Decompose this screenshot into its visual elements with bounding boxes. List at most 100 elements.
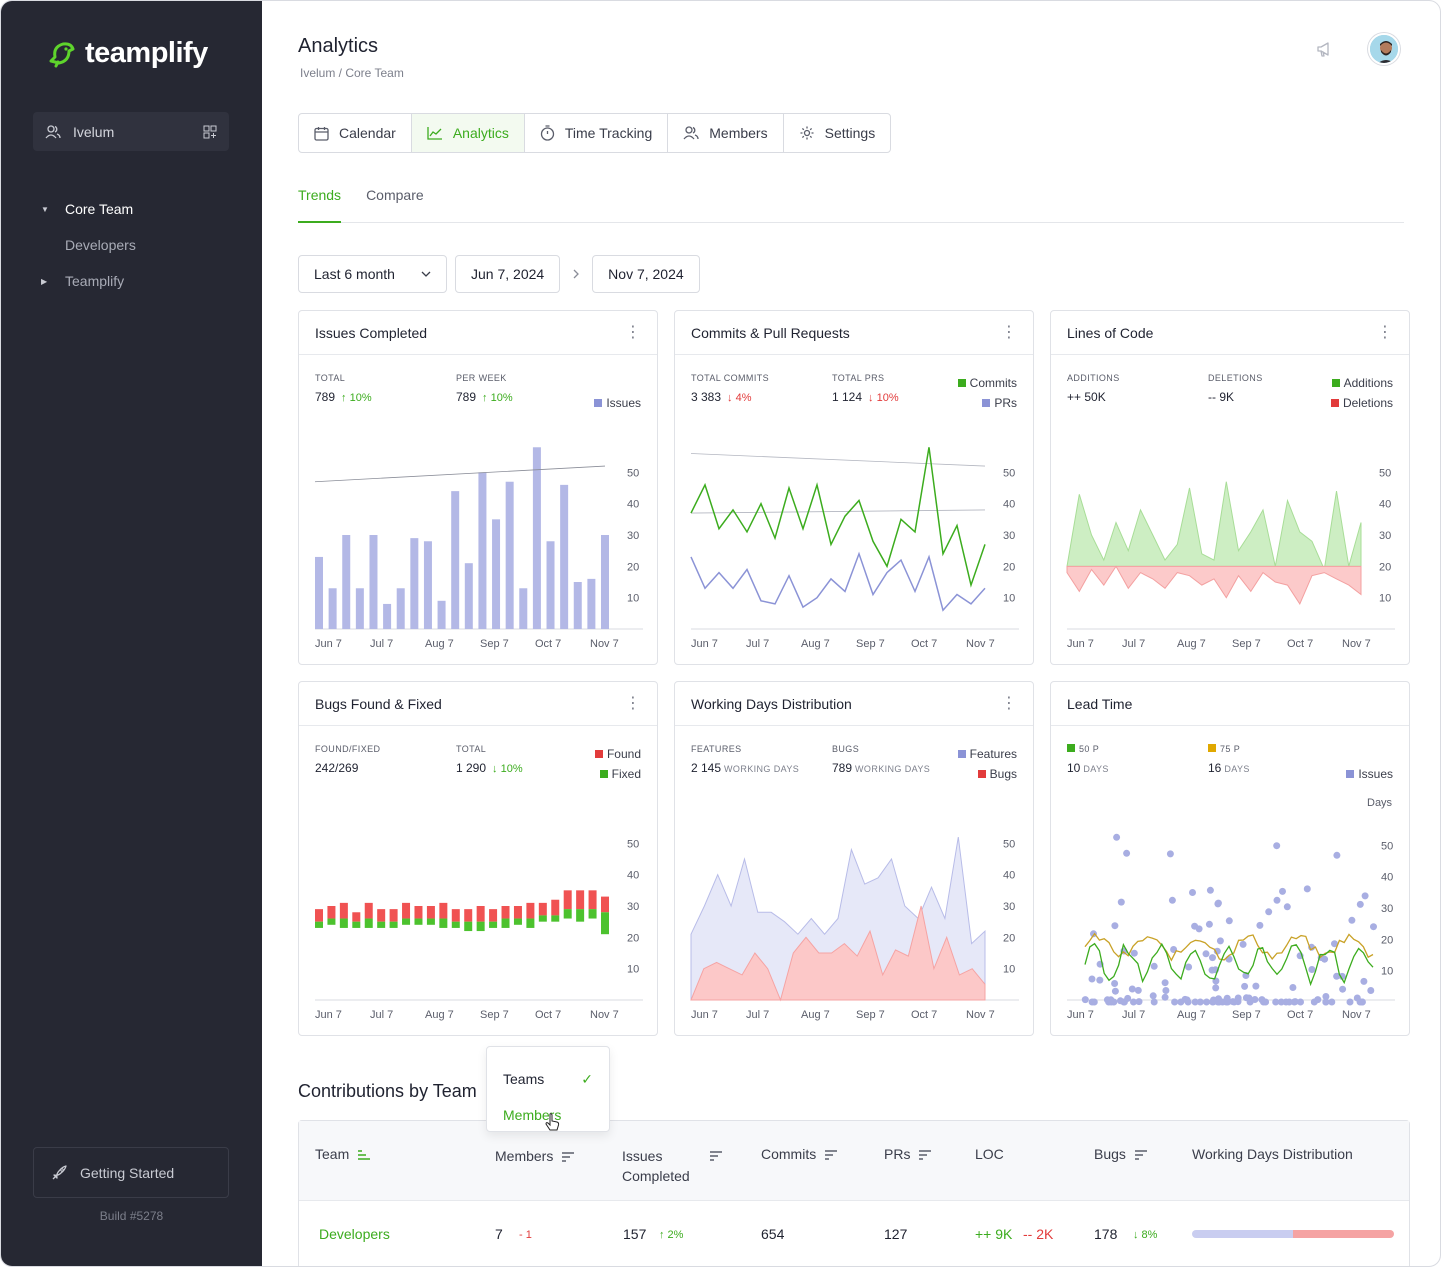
column-label: Team xyxy=(315,1146,350,1162)
card-header: Working Days Distribution ⋮ xyxy=(675,682,1033,726)
tab-members[interactable]: Members xyxy=(668,114,784,152)
series-line-commits xyxy=(690,447,986,588)
date-from-input[interactable]: Jun 7, 2024 xyxy=(455,255,561,293)
bar-fixed xyxy=(464,921,473,932)
tab-analytics[interactable]: Analytics xyxy=(411,114,525,152)
gear-icon xyxy=(800,126,814,140)
range-select[interactable]: Last 6 month xyxy=(298,255,447,293)
column-prs[interactable]: PRs xyxy=(884,1146,932,1162)
bar xyxy=(464,563,473,629)
y-tick-label: 10 xyxy=(1003,593,1015,605)
scatter-point xyxy=(1252,982,1260,990)
stat-unit: WORKING DAYS xyxy=(855,764,931,774)
y-tick-label: 50 xyxy=(627,467,639,479)
scatter-point xyxy=(1214,899,1222,907)
chart-legend: Additions Deletions xyxy=(1330,373,1393,413)
tab-settings[interactable]: Settings xyxy=(784,114,891,152)
scatter-point xyxy=(1203,998,1211,1006)
bar-found xyxy=(414,906,423,919)
date-filters: Last 6 month Jun 7, 2024 Nov 7, 2024 xyxy=(298,255,700,293)
kebab-menu-icon[interactable]: ⋮ xyxy=(1377,323,1393,341)
x-tick-label: Jul 7 xyxy=(1122,1009,1145,1021)
chart-legend: Issues xyxy=(1346,764,1393,784)
stat-total-prs: Total PRs 1 124 ↓ 10% xyxy=(832,373,899,404)
bar-found xyxy=(476,906,485,922)
bar-fixed xyxy=(588,909,597,919)
bar-found xyxy=(526,902,535,919)
date-to-input[interactable]: Nov 7, 2024 xyxy=(592,255,700,293)
kebab-menu-icon[interactable]: ⋮ xyxy=(1001,323,1017,341)
card-lines-of-code: Lines of Code ⋮ Additions ++ 50K Deletions… xyxy=(1050,310,1410,665)
tab-time-tracking[interactable]: Time Tracking xyxy=(525,114,669,152)
breadcrumb[interactable]: Ivelum / Core Team xyxy=(300,66,404,80)
kebab-menu-icon[interactable]: ⋮ xyxy=(1001,694,1017,712)
sort-icon[interactable] xyxy=(709,1150,723,1162)
scatter-point xyxy=(1262,998,1270,1006)
chart-lead-time: Jun 7 Jul 7 Aug 7 Sep 7 Oct 7 Nov 7 Days 50 40 30… xyxy=(1067,797,1395,1021)
scatter-point xyxy=(1135,998,1143,1006)
bar-fixed xyxy=(526,918,535,928)
table-row[interactable]: Developers 7 - 1 157 ↑ 2% 654 127 ++ 9K … xyxy=(299,1201,1409,1266)
subtab-trends[interactable]: Trends xyxy=(298,177,342,223)
bar-found xyxy=(402,902,411,919)
column-bugs[interactable]: Bugs xyxy=(1094,1146,1148,1162)
scatter-point xyxy=(1256,921,1264,929)
chart-legend: Commits PRs xyxy=(957,373,1017,413)
stat-bugs-days: Bugs 789 WORKING DAYS xyxy=(832,744,930,775)
kebab-menu-icon[interactable]: ⋮ xyxy=(625,694,641,712)
column-commits[interactable]: Commits xyxy=(761,1146,838,1162)
legend-label: PRs xyxy=(994,396,1017,410)
tab-calendar[interactable]: Calendar xyxy=(299,114,412,152)
card-title: Commits & Pull Requests xyxy=(691,324,850,341)
tree-item-core-team[interactable]: ▼ Core Team xyxy=(41,191,136,227)
subtab-compare[interactable]: Compare xyxy=(366,187,424,203)
card-title: Lead Time xyxy=(1067,695,1133,712)
legend-swatch xyxy=(957,379,966,387)
card-title: Working Days Distribution xyxy=(691,695,852,712)
scatter-point xyxy=(1339,985,1347,993)
megaphone-icon[interactable] xyxy=(1316,40,1334,58)
org-switcher[interactable]: Ivelum xyxy=(33,112,229,151)
card-header: Bugs Found & Fixed ⋮ xyxy=(299,682,657,726)
commits-count: 654 xyxy=(761,1226,785,1242)
getting-started-button[interactable]: Getting Started xyxy=(33,1147,229,1198)
avatar[interactable] xyxy=(1368,33,1400,65)
add-widget-icon[interactable] xyxy=(203,125,217,139)
x-tick-label: Nov 7 xyxy=(1342,1009,1371,1021)
card-issues-completed: Issues Completed ⋮ Total 789 ↑ 10% Per week… xyxy=(298,310,658,665)
team-link[interactable]: Developers xyxy=(319,1226,390,1242)
brand-logo[interactable]: teamplify xyxy=(47,37,208,70)
scatter-point xyxy=(1239,940,1247,948)
tree-item-developers[interactable]: Developers xyxy=(41,227,136,263)
scatter-point xyxy=(1111,980,1119,987)
x-tick-label: Nov 7 xyxy=(1342,638,1371,650)
column-team[interactable]: Team xyxy=(315,1146,371,1162)
bar-fixed xyxy=(563,909,572,919)
bar-fixed xyxy=(389,921,398,928)
legend-swatch xyxy=(599,770,608,778)
bar-found xyxy=(464,909,473,922)
sort-icon xyxy=(919,1150,932,1160)
bar xyxy=(601,535,609,629)
range-select-value: Last 6 month xyxy=(314,266,395,282)
kebab-menu-icon[interactable]: ⋮ xyxy=(625,323,641,341)
scatter-point xyxy=(1224,998,1232,1006)
scatter-point xyxy=(1346,998,1354,1006)
bar-fixed xyxy=(327,918,336,925)
bar xyxy=(423,541,432,629)
column-issues[interactable]: Issues Completed xyxy=(622,1146,702,1186)
header-actions xyxy=(1316,33,1400,65)
column-loc[interactable]: LOC xyxy=(975,1146,1004,1162)
menu-item-teams[interactable]: Teams ✓ xyxy=(487,1061,609,1097)
bar xyxy=(437,600,446,629)
column-members[interactable]: Members xyxy=(495,1148,575,1164)
scatter-point xyxy=(1328,998,1336,1006)
users-icon xyxy=(683,126,699,140)
group-by-dropdown: Teams ✓ Members xyxy=(486,1046,610,1132)
y-tick-label: 10 xyxy=(1379,593,1391,605)
brand-name: teamplify xyxy=(85,37,208,69)
prs-count: 127 xyxy=(884,1226,908,1242)
stat-total: Total 789 ↑ 10% xyxy=(315,373,372,404)
tree-item-teamplify[interactable]: ▶ Teamplify xyxy=(41,263,136,299)
menu-item-members[interactable]: Members xyxy=(487,1097,609,1133)
